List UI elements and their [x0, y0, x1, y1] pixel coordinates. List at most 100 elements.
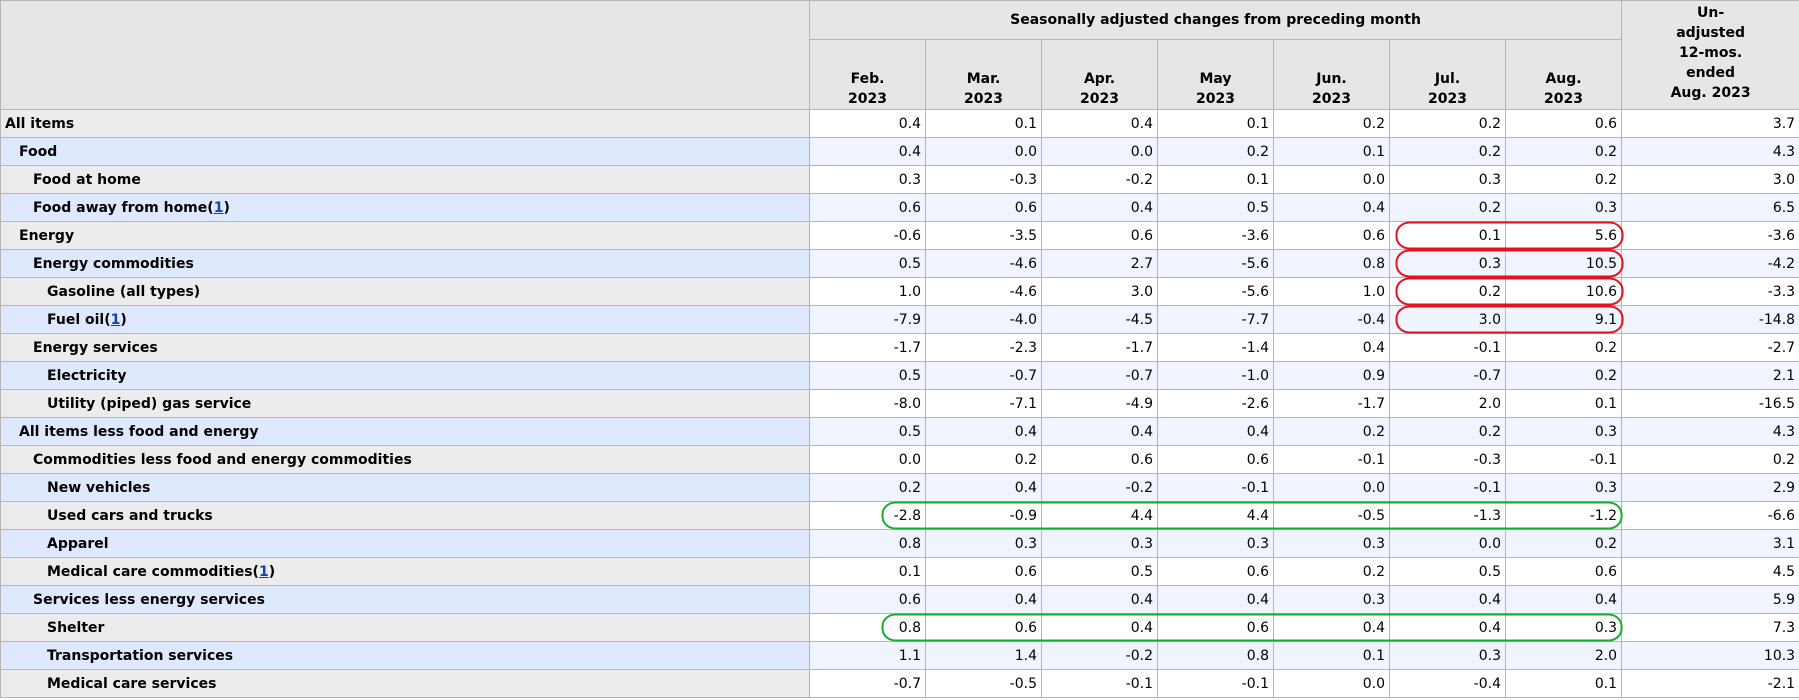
value-cell: 0.0 [809, 445, 926, 474]
row-label: Electricity [0, 361, 810, 390]
value-cell: 10.6 [1504, 277, 1623, 306]
value-cell: -1.4 [1157, 333, 1274, 362]
value-cell: -2.8 [809, 501, 926, 530]
value-cell: 0.4 [925, 473, 1042, 502]
value-cell: 1.1 [809, 641, 926, 670]
value-cell: 0.2 [1273, 557, 1390, 586]
value-cell: 0.3 [1504, 417, 1623, 446]
header-unadjusted-line: Aug. 2023 [1670, 85, 1751, 101]
value-cell: 0.0 [1389, 529, 1506, 558]
value-cell: -4.5 [1041, 305, 1158, 334]
value-cell: 0.4 [1389, 585, 1506, 614]
value-cell: -0.7 [1041, 361, 1158, 390]
row-label: Used cars and trucks [0, 501, 810, 530]
value-cell: 0.2 [1157, 137, 1274, 166]
value-cell: 0.2 [1504, 137, 1623, 166]
table-row: Shelter 0.8 0.6 0.4 0.6 0.4 0.4 0.3 7.3 [0, 613, 1799, 642]
unadjusted-cell: 3.0 [1621, 165, 1799, 194]
value-cell: -1.3 [1389, 501, 1506, 530]
table-row: Energy commodities 0.5 -4.6 2.7 -5.6 0.8 0.3 10… [0, 249, 1799, 278]
value-cell: 0.2 [809, 473, 926, 502]
value-cell: -0.2 [1041, 165, 1158, 194]
value-cell: 0.4 [1273, 333, 1390, 362]
value-cell: -7.1 [925, 389, 1042, 418]
row-label-text: Energy services [33, 339, 158, 356]
value-cell: 0.8 [1273, 249, 1390, 278]
value-cell: 0.0 [925, 137, 1042, 166]
unadjusted-cell: 2.9 [1621, 473, 1799, 502]
value-cell: -4.6 [925, 249, 1042, 278]
row-label: Medical care commodities(1) [0, 557, 810, 586]
row-label-text: Utility (piped) gas service [47, 395, 252, 412]
row-label-text: Energy commodities [33, 255, 194, 272]
unadjusted-cell: -3.6 [1621, 221, 1799, 250]
value-cell: 0.2 [1504, 361, 1623, 390]
value-cell: 0.4 [925, 417, 1042, 446]
value-cell: -0.1 [1389, 333, 1506, 362]
unadjusted-cell: -6.6 [1621, 501, 1799, 530]
row-label: Apparel [0, 529, 810, 558]
table-row: New vehicles 0.2 0.4 -0.2 -0.1 0.0 -0.1 0.3 2.9 [0, 473, 1799, 502]
row-label: Energy services [0, 333, 810, 362]
header-month-4: Jun. 2023 [1273, 39, 1390, 110]
row-label: Food at home [0, 165, 810, 194]
table-row: Used cars and trucks -2.8 -0.9 4.4 4.4 -0.5 -1… [0, 501, 1799, 530]
value-cell: 0.1 [1504, 389, 1623, 418]
row-label: All items [0, 109, 810, 138]
value-cell: 0.0 [1273, 473, 1390, 502]
value-cell: -2.3 [925, 333, 1042, 362]
value-cell: 0.2 [1273, 109, 1390, 138]
value-cell: -0.3 [925, 165, 1042, 194]
table-row: Apparel 0.8 0.3 0.3 0.3 0.3 0.0 0.2 3.1 [0, 529, 1799, 558]
value-cell: 0.4 [1504, 585, 1623, 614]
value-cell: -0.4 [1273, 305, 1390, 334]
value-cell: -0.5 [925, 669, 1042, 698]
header-unadjusted-line: ended [1686, 65, 1736, 81]
value-cell: 0.5 [1041, 557, 1158, 586]
value-cell: 0.2 [1273, 417, 1390, 446]
value-cell: 0.6 [925, 613, 1042, 642]
value-cell: -0.1 [1041, 669, 1158, 698]
value-cell: 0.4 [1157, 585, 1274, 614]
row-label: Energy [0, 221, 810, 250]
row-label-text: Apparel [47, 535, 109, 552]
row-label-text: Medical care commodities [47, 563, 253, 580]
header-month-year: 2023 [1544, 91, 1584, 107]
value-cell: 0.6 [1157, 557, 1274, 586]
row-label: Commodities less food and energy commodi… [0, 445, 810, 474]
value-cell: 0.6 [1041, 221, 1158, 250]
value-cell: -4.9 [1041, 389, 1158, 418]
header-month-0: Feb. 2023 [809, 39, 926, 110]
footnote-link[interactable]: 1 [258, 563, 269, 580]
header-month-2: Apr. 2023 [1041, 39, 1158, 110]
table-row: Energy services -1.7 -2.3 -1.7 -1.4 0.4 -0.1 0.… [0, 333, 1799, 362]
value-cell: 0.2 [1504, 529, 1623, 558]
row-label: Medical care services [0, 669, 810, 698]
value-cell: 4.4 [1041, 501, 1158, 530]
value-cell: 0.4 [1041, 417, 1158, 446]
value-cell: -4.6 [925, 277, 1042, 306]
value-cell: 0.4 [809, 137, 926, 166]
value-cell: -1.7 [1041, 333, 1158, 362]
value-cell: 0.4 [1389, 613, 1506, 642]
table-row: Medical care services -0.7 -0.5 -0.1 -0.1 0.0… [0, 669, 1799, 698]
value-cell: 0.3 [1504, 193, 1623, 222]
value-cell: 0.3 [925, 529, 1042, 558]
value-cell: 0.3 [809, 165, 926, 194]
row-label-text: Commodities less food and energy commodi… [33, 451, 412, 468]
value-cell: -0.2 [1041, 641, 1158, 670]
footnote-link[interactable]: 1 [110, 311, 121, 328]
unadjusted-cell: 4.5 [1621, 557, 1799, 586]
unadjusted-cell: 7.3 [1621, 613, 1799, 642]
value-cell: 0.5 [809, 249, 926, 278]
value-cell: 0.6 [1041, 445, 1158, 474]
value-cell: 9.1 [1504, 305, 1623, 334]
value-cell: -0.6 [809, 221, 926, 250]
header-month-label: Jul. [1434, 71, 1461, 87]
row-label-text: Shelter [47, 619, 105, 636]
footnote-link[interactable]: 1 [213, 199, 224, 216]
value-cell: 3.0 [1389, 305, 1506, 334]
value-cell: -4.0 [925, 305, 1042, 334]
value-cell: 0.6 [925, 193, 1042, 222]
footnote-ref: (1) [252, 563, 276, 580]
